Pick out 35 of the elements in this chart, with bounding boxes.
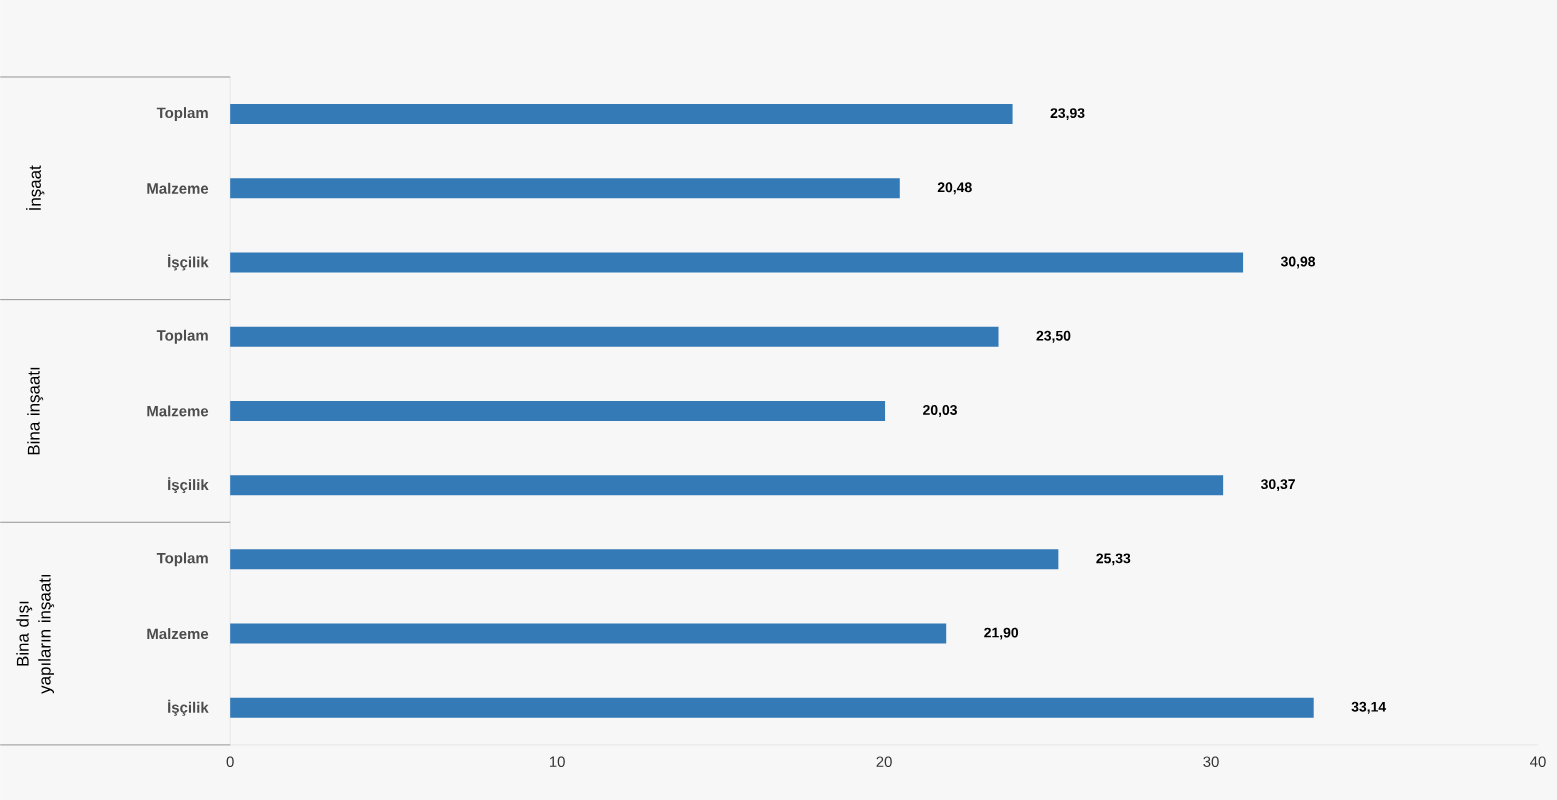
text: İnşaat [26, 165, 45, 210]
bar [230, 252, 1244, 273]
bar [230, 326, 999, 347]
text: Bina dışı yapıların inşaatı [16, 575, 55, 694]
data-label: 33,14 [1351, 701, 1387, 714]
y-tick-label: Toplam [156, 552, 208, 567]
bar [230, 178, 900, 199]
y-tick-label: İşçilik [168, 477, 209, 494]
x-tick-label: 20 [876, 756, 892, 768]
x-tick-label: 30 [1203, 756, 1219, 768]
y-tick-label: Malzeme [147, 628, 209, 640]
y-tick-label: İşçilik [168, 699, 209, 716]
text: Bina inşaatı [27, 367, 44, 455]
x-tick-label: 10 [549, 756, 565, 768]
bar [230, 623, 947, 644]
y-tick-label: İşçilik [168, 254, 209, 271]
bar [230, 475, 1224, 496]
y-tick-label: Malzeme [147, 405, 209, 417]
data-label: 20,03 [923, 405, 957, 417]
bar [230, 697, 1314, 718]
y-tick-label: Malzeme [147, 182, 209, 194]
data-label: 23,93 [1050, 108, 1085, 121]
data-label: 30,37 [1260, 479, 1295, 492]
bar [230, 549, 1059, 570]
y-tick-label: Toplam [156, 329, 208, 344]
data-label: 23,50 [1036, 330, 1071, 343]
data-label: 21,90 [984, 627, 1019, 640]
data-label: 20,48 [937, 182, 972, 195]
bar [230, 104, 1013, 125]
x-tick-label: 40 [1530, 756, 1546, 768]
data-label: 30,98 [1280, 256, 1316, 269]
x-tick-label: 0 [226, 756, 234, 768]
data-label: 25,33 [1096, 553, 1131, 566]
y-tick-label: Toplam [156, 107, 208, 122]
bar [230, 400, 886, 421]
